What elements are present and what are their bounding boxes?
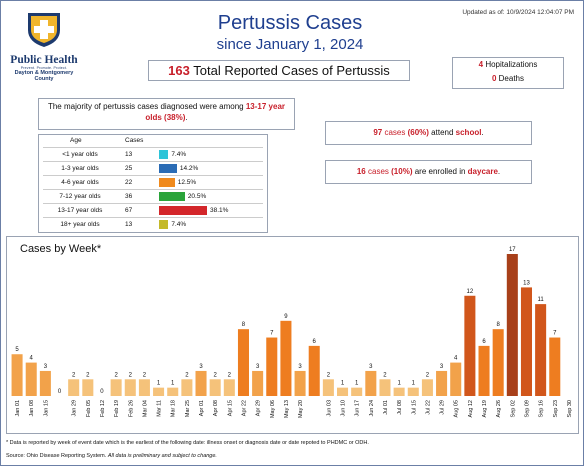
total-cases-box: 163 Total Reported Cases of Pertussis xyxy=(148,60,410,81)
deaths-label: Deaths xyxy=(498,74,525,83)
age-cases: 13 xyxy=(125,151,133,158)
age-bar xyxy=(159,164,177,173)
hospitalizations-box: 4 Hopitalizations 0 Deaths xyxy=(452,57,564,89)
daycare-count: 16 xyxy=(356,167,366,176)
weekly-chart-box xyxy=(6,236,579,434)
age-column-header: Age xyxy=(70,137,82,144)
total-cases-label: Total Reported Cases of Pertussis xyxy=(193,63,390,78)
page-subtitle: since January 1, 2024 xyxy=(216,36,364,53)
public-health-logo: Public Health Prevent. Promote. Protect.… xyxy=(6,10,82,82)
page-title: Pertussis Cases xyxy=(217,12,363,34)
school-box: 97 cases (60%) attend school. xyxy=(325,121,532,145)
age-row: 7-12 year olds 36 20.5% xyxy=(43,189,263,203)
source-note: Source: Ohio Disease Reporting System. A… xyxy=(6,453,217,459)
age-label: 18+ year olds xyxy=(60,221,100,228)
chart-title: Cases by Week* xyxy=(20,243,102,255)
age-bar xyxy=(159,150,169,159)
source-text: Source: Ohio Disease Reporting System. xyxy=(6,453,107,459)
logo-tagline: Prevent. Promote. Protect. xyxy=(20,66,68,70)
daycare-pct: (10%) xyxy=(391,167,413,176)
age-label: 4-6 year olds xyxy=(61,179,99,186)
deaths-number: 0 xyxy=(491,74,497,83)
age-cases: 67 xyxy=(125,207,133,214)
age-row: 1-3 year olds 25 14.2% xyxy=(43,161,263,175)
age-cases: 13 xyxy=(125,221,133,228)
shield-logo-icon xyxy=(28,13,60,47)
age-cases: 25 xyxy=(125,165,133,172)
age-label: 13-17 year olds xyxy=(57,207,103,214)
age-row: 18+ year olds 13 7.4% xyxy=(43,217,263,231)
age-label: 7-12 year olds xyxy=(59,193,101,200)
cases-column-header: Cases xyxy=(125,137,144,144)
school-mid: cases xyxy=(384,128,406,137)
age-bar xyxy=(159,178,175,187)
majority-end: . xyxy=(185,113,188,122)
majority-text: The majority of pertussis cases diagnose… xyxy=(47,102,244,111)
age-label: 1-3 year olds xyxy=(61,165,99,172)
age-pct: 20.5% xyxy=(187,193,207,200)
school-place: school xyxy=(455,128,482,137)
majority-box: The majority of pertussis cases diagnose… xyxy=(38,98,295,130)
age-bar xyxy=(159,206,207,215)
school-end: . xyxy=(481,128,484,137)
hosp-number: 4 xyxy=(478,60,484,69)
age-pct: 14.2% xyxy=(179,165,199,172)
daycare-text: are enrolled in xyxy=(414,167,466,176)
age-pct: 38.1% xyxy=(210,207,229,214)
daycare-place: daycare xyxy=(467,167,498,176)
age-bar xyxy=(159,192,185,201)
age-row: 13-17 year olds 67 38.1% xyxy=(43,203,263,217)
age-pct: 7.4% xyxy=(171,151,187,158)
footnote: * Data is reported by week of event date… xyxy=(6,440,369,446)
age-bar xyxy=(159,220,169,229)
total-cases-number: 163 xyxy=(168,63,190,78)
age-table: Age Cases <1 year olds 13 7.4% 1-3 year old… xyxy=(38,134,268,233)
daycare-end: . xyxy=(497,167,501,176)
age-pct: 12.5% xyxy=(177,179,197,186)
age-cases: 22 xyxy=(125,179,133,186)
school-count: 97 xyxy=(373,128,383,137)
hosp-label: Hopitalizations xyxy=(485,60,538,69)
updated-timestamp: Updated as of: 10/9/2024 12:04:07 PM xyxy=(462,9,574,16)
majority-highlight: 13-17 year olds (38%) xyxy=(145,102,286,122)
age-row: <1 year olds 13 7.4% xyxy=(43,147,263,161)
age-label: <1 year olds xyxy=(62,151,98,158)
daycare-box: 16 cases (10%) are enrolled in daycare. xyxy=(325,160,532,184)
disclaimer-text: All data is preliminary and subject to c… xyxy=(107,453,217,459)
age-cases: 36 xyxy=(125,193,133,200)
logo-county: Dayton & Montgomery County xyxy=(14,70,74,82)
school-pct: (60%) xyxy=(407,128,429,137)
logo-name: Public Health xyxy=(10,54,78,66)
age-row: 4-6 year olds 22 12.5% xyxy=(43,175,263,189)
age-pct: 7.4% xyxy=(171,221,187,228)
daycare-mid: cases xyxy=(368,167,389,176)
school-text: attend xyxy=(431,128,454,137)
